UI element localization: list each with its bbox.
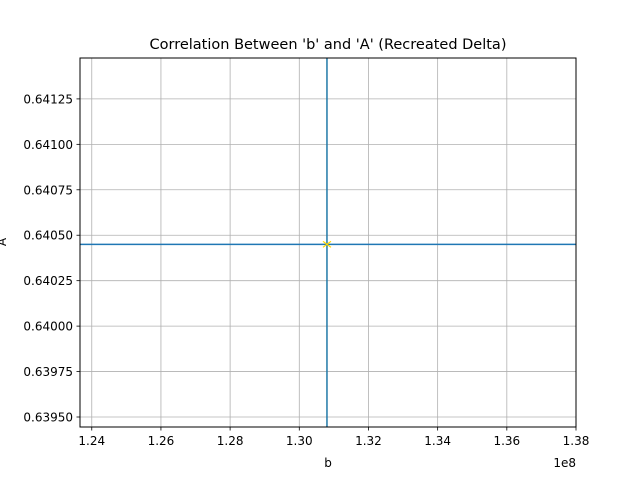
data-layer bbox=[80, 58, 576, 427]
x-axis-offset-label: 1e8 bbox=[553, 456, 576, 470]
x-tick-label: 1.32 bbox=[355, 434, 382, 448]
x-tick-label: 1.26 bbox=[148, 434, 175, 448]
y-tick-label: 0.64100 bbox=[23, 138, 73, 152]
plot-area-frame bbox=[79, 57, 577, 428]
x-tick-label: 1.38 bbox=[563, 434, 590, 448]
y-tick-label: 0.64125 bbox=[23, 92, 73, 106]
y-axis-ticks: 0.63950 0.63975 0.64000 0.64025 0.64050 0.640… bbox=[23, 92, 80, 425]
x-tick-label: 1.34 bbox=[424, 434, 451, 448]
x-tick-label: 1.30 bbox=[286, 434, 313, 448]
y-tick-label: 0.64050 bbox=[23, 229, 73, 243]
x-tick-label: 1.36 bbox=[493, 434, 520, 448]
y-axis-label: A bbox=[0, 237, 9, 246]
x-axis-ticks: 1.24 1.26 1.28 1.30 1.32 1.34 1.36 1.38 bbox=[78, 427, 589, 448]
y-tick-label: 0.63975 bbox=[23, 365, 73, 379]
y-tick-label: 0.63950 bbox=[23, 411, 73, 425]
y-tick-label: 0.64075 bbox=[23, 183, 73, 197]
chart-title: Correlation Between 'b' and 'A' (Recreat… bbox=[150, 37, 507, 53]
y-tick-label: 0.64025 bbox=[23, 274, 73, 288]
grid-lines bbox=[80, 58, 577, 427]
y-tick-label: 0.64000 bbox=[23, 320, 73, 334]
x-tick-label: 1.24 bbox=[78, 434, 105, 448]
x-axis-label: b bbox=[324, 456, 332, 470]
data-point bbox=[322, 240, 332, 248]
x-tick-label: 1.28 bbox=[217, 434, 244, 448]
